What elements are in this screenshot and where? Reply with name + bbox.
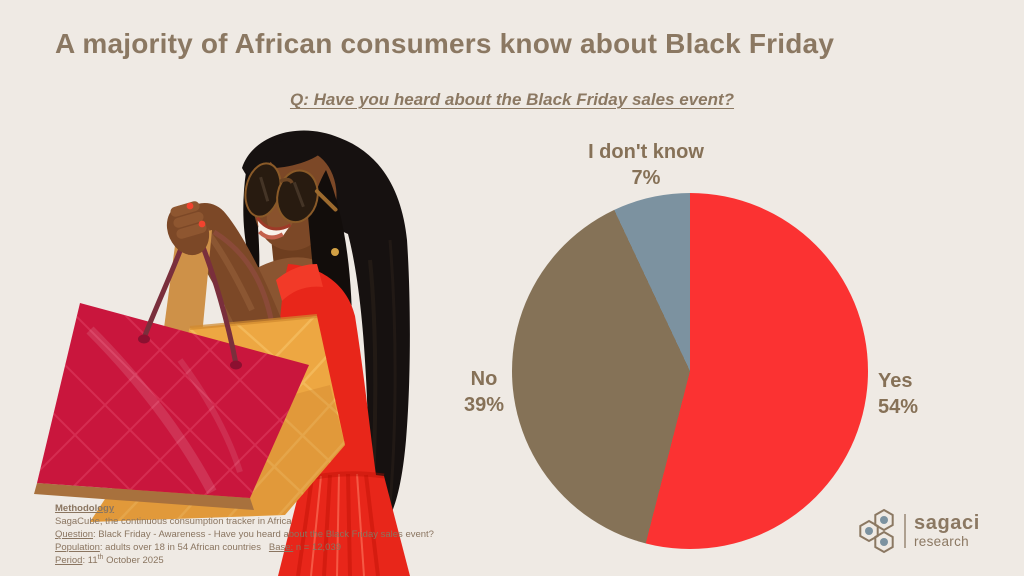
orange-bag-strap: [212, 229, 275, 325]
methodology-heading: Methodology: [55, 503, 115, 514]
label-name: I don't know: [588, 141, 704, 163]
methodology-period: Period: 11th October 2025: [55, 553, 164, 566]
earring: [331, 248, 339, 256]
page-title: A majority of African consumers know abo…: [55, 28, 835, 59]
chart-label-i-dont-know: I don't know 7%: [541, 140, 751, 191]
sunglasses-icon: [244, 162, 338, 224]
chart-label-no: No 39%: [428, 367, 540, 418]
chart-label-yes: Yes 54%: [878, 369, 998, 420]
label-name: No: [470, 368, 498, 390]
sagaci-research-logo: sagaci research: [858, 508, 980, 554]
label-value: 39%: [463, 393, 505, 416]
logo-divider: [904, 514, 906, 548]
red-nail: [186, 202, 194, 210]
smile: [256, 216, 292, 240]
label-value: 54%: [878, 395, 919, 418]
woman-with-shopping-bags-photo: [34, 130, 410, 576]
methodology-note: Methodology SagaCube, the continuous con…: [55, 502, 455, 567]
bag-grommet: [230, 360, 242, 370]
bag-grommet: [138, 334, 150, 344]
red-nail: [198, 220, 206, 228]
donut-chart: [512, 193, 868, 549]
hand: [166, 201, 210, 256]
methodology-population: Population: adults over 18 in 54 African…: [55, 542, 342, 553]
chart-question: Q: Have you heard about the Black Friday…: [0, 90, 1024, 110]
donut-ring: [512, 193, 868, 549]
methodology-question: Question: Black Friday - Awareness - Hav…: [55, 529, 434, 540]
logo-text: sagaci research: [914, 513, 980, 549]
chart-question-text: Q: Have you heard about the Black Friday…: [289, 90, 735, 109]
label-value: 7%: [631, 166, 661, 189]
methodology-source: SagaCube, the continuous consumption tra…: [55, 516, 292, 527]
sagaci-hexagons-icon: [859, 508, 894, 554]
logo-brand: sagaci: [914, 512, 980, 535]
logo-brand-sub: research: [914, 534, 969, 550]
label-name: Yes: [878, 370, 913, 392]
red-bag-base-edge: [34, 483, 254, 510]
